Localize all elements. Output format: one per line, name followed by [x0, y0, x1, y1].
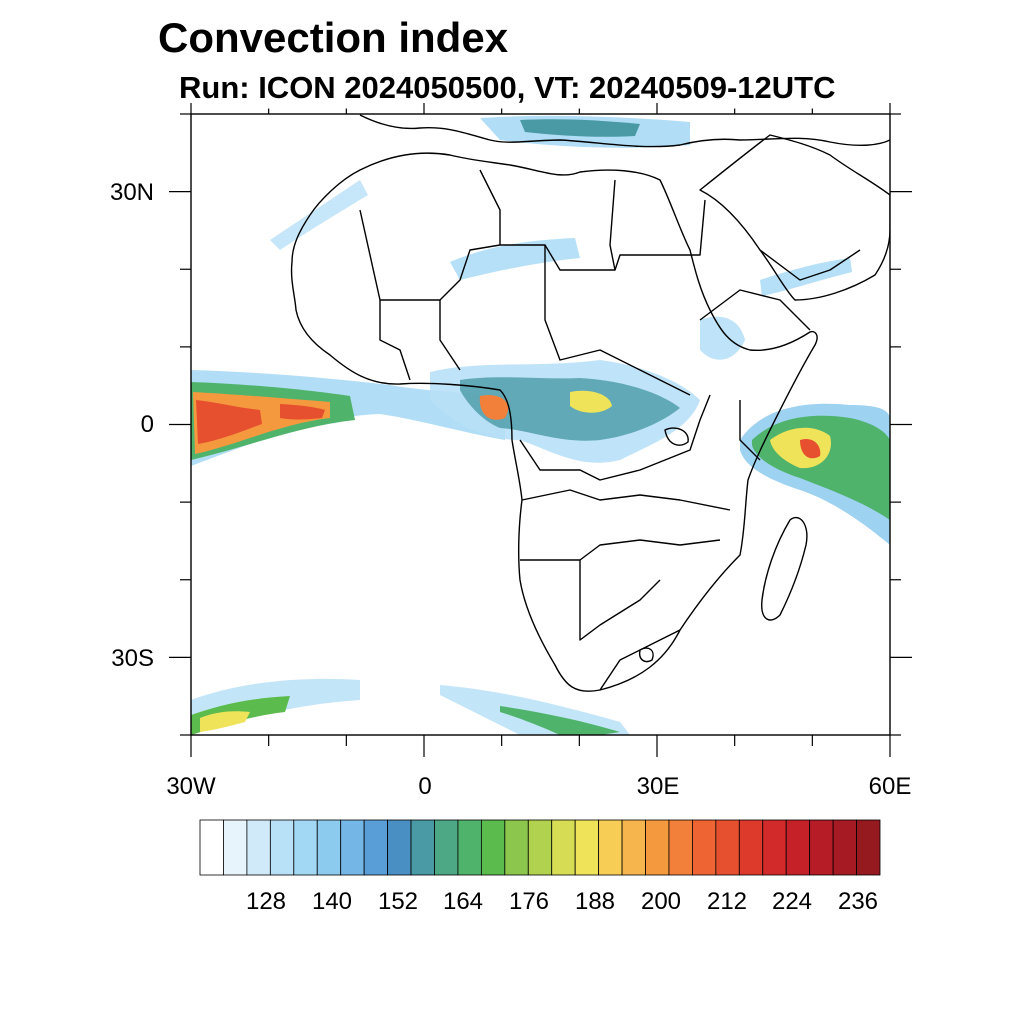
colorbar-swatch — [293, 819, 318, 876]
colorbar-swatch — [551, 819, 576, 876]
colorbar-swatch — [668, 819, 693, 876]
colorbar-swatch — [246, 819, 271, 876]
border-8 — [521, 489, 731, 511]
colorbar-swatch — [715, 819, 740, 876]
lat-label-30n: 30N — [109, 179, 154, 206]
colorbar-swatch — [809, 819, 834, 876]
colorbar-swatch — [645, 819, 670, 876]
border-14 — [759, 249, 861, 281]
border-13 — [699, 289, 811, 331]
colorbar-label-7: 212 — [706, 888, 748, 915]
colorbar-swatch — [434, 819, 459, 876]
colorbar-swatch — [199, 819, 224, 876]
colorbar-swatch — [527, 819, 553, 876]
lesotho — [638, 647, 654, 663]
mediterranean-core — [520, 119, 640, 137]
axis-ticks — [169, 103, 912, 757]
lon-label-30e: 30E — [636, 773, 680, 800]
colorbar-swatch — [316, 819, 342, 876]
convection-shading — [191, 115, 890, 735]
africa-coastline — [290, 152, 818, 692]
madagascar-coastline — [761, 517, 808, 621]
lon-label-60e: 60E — [868, 773, 912, 800]
colorbar-swatch — [410, 819, 435, 876]
itcz-atlantic-hot2 — [280, 404, 325, 420]
border-2 — [479, 169, 501, 245]
arabia-streak — [760, 258, 852, 296]
map-title: Convection index — [158, 14, 509, 61]
south-africa-core — [500, 706, 620, 735]
border-9 — [520, 539, 721, 561]
colorbar-swatch — [480, 819, 506, 876]
border-12 — [739, 400, 761, 461]
border-4 — [614, 199, 706, 271]
colorbar-swatch — [504, 819, 529, 876]
land-outlines — [290, 114, 890, 692]
border-11 — [599, 629, 681, 691]
border-6 — [379, 300, 411, 381]
border-3 — [544, 245, 691, 396]
central-africa-core — [479, 395, 509, 420]
colorbar-swatch — [223, 819, 248, 876]
lat-label-0: 0 — [140, 411, 154, 438]
border-7 — [519, 394, 711, 481]
central-africa-core2 — [570, 390, 612, 413]
colorbar-label-6: 200 — [640, 888, 682, 915]
colorbar-swatch — [269, 819, 295, 876]
europe-coastline — [359, 114, 890, 148]
border-1 — [359, 179, 616, 301]
colorbar-swatch — [387, 819, 412, 876]
colorbar-label-4: 176 — [508, 888, 550, 915]
map-subtitle: Run: ICON 2024050500, VT: 20240509-12UTC — [179, 70, 836, 105]
colorbar-swatch — [598, 819, 623, 876]
colorbar-label-5: 188 — [574, 888, 616, 915]
colorbar-swatch — [574, 819, 600, 876]
colorbar — [199, 819, 881, 876]
colorbar-label-8: 224 — [771, 888, 813, 915]
colorbar-label-0: 128 — [245, 888, 287, 915]
colorbar-swatch — [621, 819, 646, 876]
colorbar-swatch — [856, 819, 881, 876]
lon-label-30w: 30W — [166, 773, 216, 800]
morocco-streak — [270, 180, 368, 250]
colorbar-label-1: 140 — [311, 888, 353, 915]
colorbar-swatch — [340, 819, 365, 876]
central-africa-mid — [460, 377, 680, 441]
ethiopia-patch — [700, 316, 745, 360]
colorbar-swatch — [457, 819, 482, 876]
lon-label-0: 0 — [418, 773, 432, 800]
lat-label-30s: 30S — [111, 645, 154, 672]
itcz-atlantic-hot — [196, 400, 262, 444]
colorbar-swatch — [363, 819, 388, 876]
indian-ocean-core — [770, 427, 831, 469]
colorbar-label-9: 236 — [837, 888, 879, 915]
lake-victoria — [664, 427, 689, 446]
border-5 — [439, 300, 461, 371]
colorbar-swatch — [738, 819, 764, 876]
colorbar-label-3: 164 — [442, 888, 484, 915]
south-atlantic-core2 — [200, 711, 250, 732]
colorbar-swatch — [692, 819, 717, 876]
colorbar-label-2: 152 — [377, 888, 419, 915]
border-10 — [579, 560, 661, 641]
colorbar-swatch — [785, 819, 811, 876]
colorbar-swatch — [832, 819, 857, 876]
indian-ocean-hot — [800, 438, 821, 459]
colorbar-swatch — [762, 819, 787, 876]
